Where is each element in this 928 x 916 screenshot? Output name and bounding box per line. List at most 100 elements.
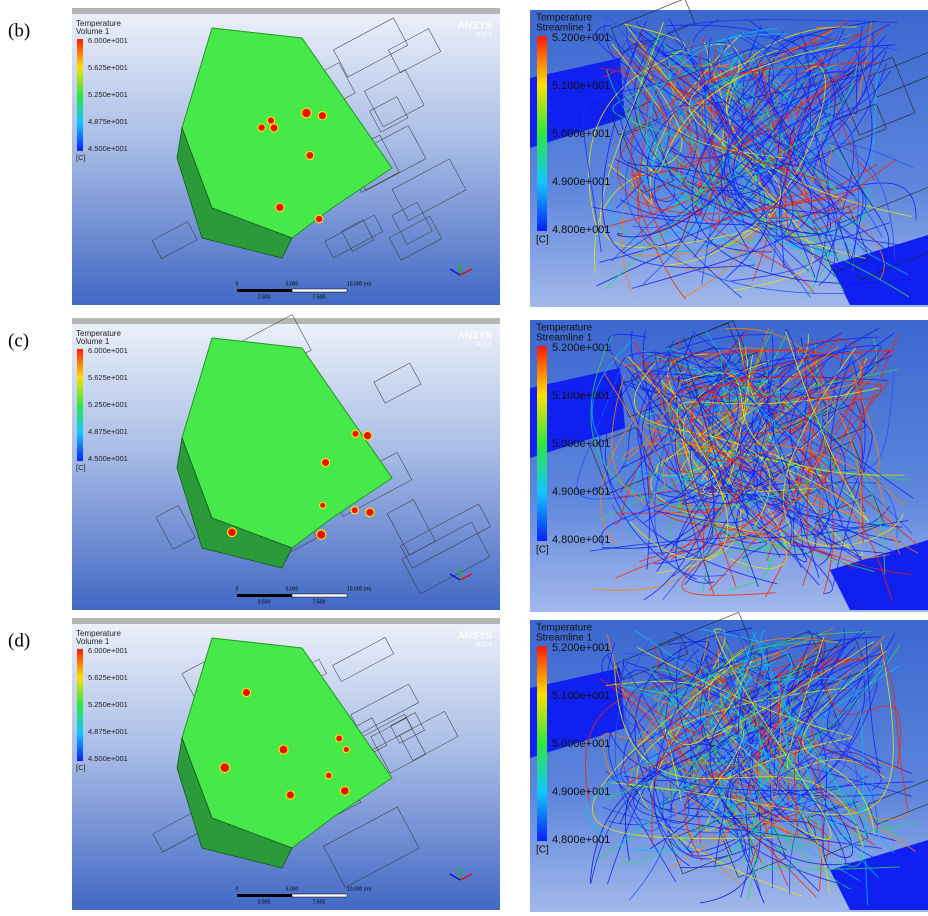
legend-label: 4.800e+001 (552, 834, 610, 846)
legend-label: 5.625e+001 (88, 63, 128, 72)
colorbar (77, 39, 83, 151)
scale-label: 0 (236, 886, 239, 892)
hot-spot (220, 763, 230, 773)
scale-bar-dark (237, 894, 292, 897)
legend-label: 5.100e+001 (552, 390, 610, 402)
scale-bar-light (292, 594, 347, 597)
legend-label: 4.800e+001 (552, 534, 610, 546)
hot-spot (306, 151, 314, 159)
hot-spot (321, 458, 329, 466)
scale-label: 7.500 (313, 599, 326, 605)
hot-spot (276, 203, 285, 212)
colorbar (537, 646, 547, 841)
hot-spot (258, 124, 266, 132)
scale-label: 0 (236, 281, 239, 287)
legend-label: 5.250e+001 (88, 700, 128, 709)
legend-label: 4.900e+001 (552, 176, 610, 188)
hot-spot (325, 772, 332, 779)
streamline-view: TemperatureStreamline 15.200e+0015.100e+… (530, 612, 928, 912)
hot-spot (242, 688, 250, 696)
hot-spot (343, 746, 349, 752)
hot-spot (340, 786, 349, 795)
scale-label: 10.000 (m) (347, 281, 372, 287)
scale-label: 2.500 (258, 899, 271, 905)
scale-label: 2.500 (258, 294, 271, 300)
scale-label: 0 (236, 586, 239, 592)
hot-spot (228, 528, 237, 537)
hot-spot (318, 111, 326, 119)
legend-unit: [C] (76, 153, 86, 162)
hot-spot (267, 117, 274, 124)
colorbar (77, 349, 83, 461)
hot-spot (286, 791, 294, 799)
legend-label: 6.000e+001 (88, 346, 128, 355)
colorbar (537, 346, 547, 541)
brand: ANSYS (458, 331, 493, 342)
hot-spot (351, 507, 358, 514)
legend-subtitle: Volume 1 (76, 337, 110, 346)
panel-label: (c) (8, 330, 29, 351)
brand: ANSYS (458, 631, 493, 642)
legend-subtitle: Volume 1 (76, 27, 110, 36)
legend-label: 4.875e+001 (88, 117, 128, 126)
legend-unit: [C] (536, 235, 549, 246)
scale-label: 7.500 (313, 899, 326, 905)
legend-label: 4.500e+001 (88, 144, 128, 153)
colorbar (77, 649, 83, 761)
scale-bar-dark (237, 289, 292, 292)
legend-label: 4.500e+001 (88, 454, 128, 463)
scale-label: 10.000 (m) (347, 886, 372, 892)
legend-label: 5.100e+001 (552, 690, 610, 702)
panel-label: (b) (8, 20, 30, 41)
legend-unit: [C] (536, 545, 549, 556)
scale-label: 5.000 (286, 281, 299, 287)
legend-label: 5.000e+001 (552, 438, 610, 450)
scale-bar-light (292, 289, 347, 292)
hot-spot (320, 502, 326, 508)
hot-spot (315, 215, 323, 223)
scale-label: 5.000 (286, 886, 299, 892)
legend-label: 4.900e+001 (552, 786, 610, 798)
volume-view: TemperatureVolume 16.000e+0015.625e+0015… (72, 618, 500, 910)
legend-label: 6.000e+001 (88, 646, 128, 655)
view-toolbar (72, 618, 500, 624)
panel-label: (d) (8, 630, 30, 651)
hot-spot (366, 508, 375, 517)
legend-label: 5.200e+001 (552, 32, 610, 44)
scale-label: 5.000 (286, 586, 299, 592)
legend-label: 4.500e+001 (88, 754, 128, 763)
volume-view: TemperatureVolume 16.000e+0015.625e+0015… (72, 315, 500, 610)
view-toolbar (72, 318, 500, 324)
volume-view: TemperatureVolume 16.000e+0015.625e+0015… (72, 8, 500, 305)
legend-label: 5.625e+001 (88, 373, 128, 382)
streamline-view: TemperatureStreamline 15.200e+0015.100e+… (530, 320, 928, 612)
scale-bar-light (292, 894, 347, 897)
view-toolbar (72, 8, 500, 14)
legend-subtitle: Volume 1 (76, 637, 110, 646)
hot-spot (363, 431, 372, 440)
legend-unit: [C] (536, 845, 549, 856)
legend-label: 5.000e+001 (552, 128, 610, 140)
legend-label: 5.625e+001 (88, 673, 128, 682)
legend-label: 6.000e+001 (88, 36, 128, 45)
version: R15.0 (476, 643, 493, 649)
scale-bar-dark (237, 594, 292, 597)
scale-label: 10.000 (m) (347, 586, 372, 592)
version: R15.0 (476, 33, 493, 39)
legend-label: 4.800e+001 (552, 224, 610, 236)
scale-label: 2.500 (258, 599, 271, 605)
legend-label: 4.900e+001 (552, 486, 610, 498)
legend-unit: [C] (76, 763, 86, 772)
hot-spot (316, 530, 325, 539)
legend-label: 5.200e+001 (552, 342, 610, 354)
hot-spot (270, 124, 278, 132)
brand: ANSYS (458, 21, 493, 32)
colorbar (537, 36, 547, 231)
legend-label: 5.250e+001 (88, 90, 128, 99)
legend-label: 5.200e+001 (552, 642, 610, 654)
figure: (b)TemperatureVolume 16.000e+0015.625e+0… (0, 0, 928, 916)
hot-spot (302, 108, 312, 118)
legend-label: 5.250e+001 (88, 400, 128, 409)
legend-label: 5.100e+001 (552, 80, 610, 92)
